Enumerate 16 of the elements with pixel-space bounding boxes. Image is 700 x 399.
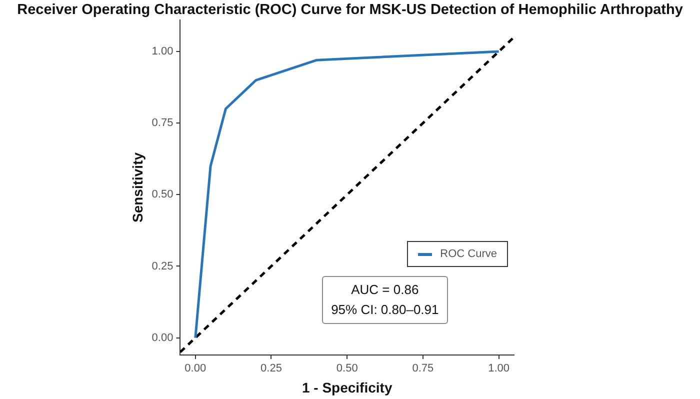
x-tick-label: 0.50	[336, 362, 358, 375]
chart-title: Receiver Operating Characteristic (ROC) Curve for MSK-US Detection of Hemophilic Arthropathy	[16, 2, 684, 18]
annotation: 95% CI: 0.80–0.91	[331, 301, 439, 320]
y-tick-label: 0.00	[152, 332, 174, 344]
x-axis-title: 1 - Specificity	[302, 379, 392, 396]
x-tick-label: 1.00	[488, 362, 510, 375]
y-tick-label: 0.75	[152, 117, 174, 130]
legend-label: ROC Curve	[440, 248, 498, 260]
y-tick-label: 0.25	[152, 260, 174, 272]
annotation: AUC = 0.86	[350, 281, 420, 300]
y-tick-label: 1.00	[152, 46, 174, 58]
x-tick-label: 0.25	[260, 362, 282, 375]
y-axis-title: Sensitivity	[129, 152, 146, 223]
y-tick-label: 0.50	[152, 188, 174, 201]
x-tick-label: 0.00	[184, 362, 206, 375]
x-tick-label: 0.75	[412, 362, 434, 375]
